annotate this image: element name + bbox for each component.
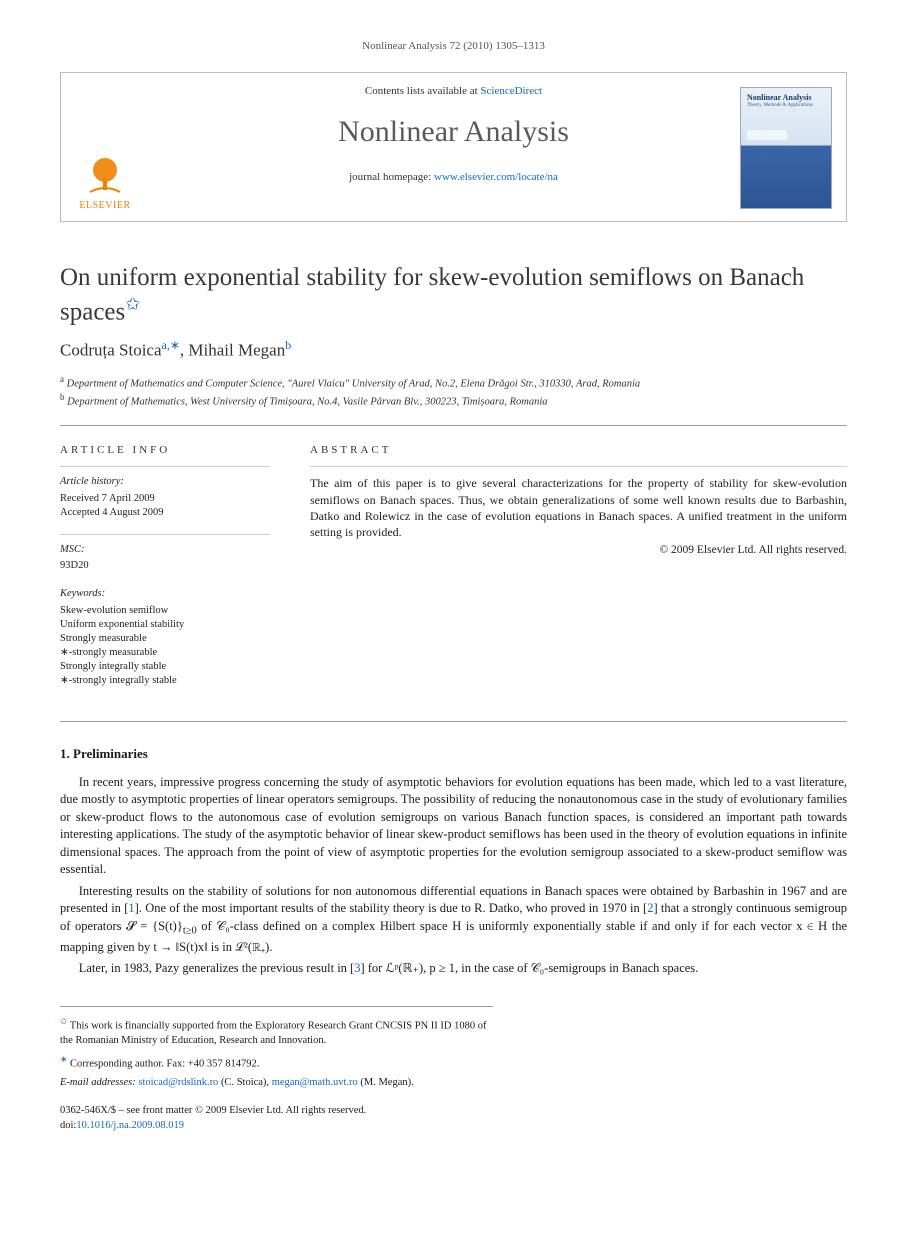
history-label: Article history: [60,475,270,489]
funding-mark: ✩ [60,1016,67,1026]
keywords-label: Keywords: [60,587,270,601]
affil-mark-b: b [60,392,65,402]
affil-text-b: Department of Mathematics, West Universi… [67,396,547,407]
info-abstract-row: ARTICLE INFO Article history: Received 7… [60,444,847,702]
keyword-2: Uniform exponential stability [60,618,270,632]
elsevier-tree-icon [82,152,128,198]
info-subrule [60,466,270,467]
para-3: Later, in 1983, Pazy generalizes the pre… [60,960,847,978]
rule-mid [60,721,847,722]
front-matter-bottom: 0362-546X/$ – see front matter © 2009 El… [60,1104,847,1133]
msc-block: MSC: 93D20 [60,543,270,573]
history-accepted: Accepted 4 August 2009 [60,506,270,520]
article-info-head: ARTICLE INFO [60,444,270,456]
funding-text: This work is financially supported from … [60,1020,487,1046]
abstract-column: ABSTRACT The aim of this paper is to giv… [310,444,847,702]
affil-mark-a: a [60,374,64,384]
affiliation-a: a Department of Mathematics and Computer… [60,374,847,390]
publisher-logo: ELSEVIER [75,152,135,211]
contents-line: Contents lists available at ScienceDirec… [61,73,846,97]
abstract-copyright: © 2009 Elsevier Ltd. All rights reserved… [310,544,847,556]
keyword-5: Strongly integrally stable [60,660,270,674]
affiliation-b: b Department of Mathematics, West Univer… [60,392,847,408]
keyword-4: ∗-strongly measurable [60,646,270,660]
footnotes: ✩ This work is financially supported fro… [60,1006,493,1091]
para-2: Interesting results on the stability of … [60,883,847,957]
journal-cover-thumbnail: Nonlinear Analysis Theory, Methods & App… [740,87,832,209]
abstract-text: The aim of this paper is to give several… [310,475,847,540]
section-1-head: 1. Preliminaries [60,746,847,762]
email-link-1[interactable]: stoicad@rdslink.ro [138,1077,218,1088]
doi-link[interactable]: 10.1016/j.na.2009.08.019 [76,1120,184,1131]
author-1-marks[interactable]: a,∗ [162,338,180,352]
author-2-name: Mihail Megan [188,340,285,359]
history-received: Received 7 April 2009 [60,492,270,506]
keyword-3: Strongly measurable [60,632,270,646]
cover-subtitle: Theory, Methods & Applications [741,103,831,108]
footnote-corresponding: ∗ Corresponding author. Fax: +40 357 814… [60,1053,493,1072]
issn-line: 0362-546X/$ – see front matter © 2009 El… [60,1104,847,1119]
doi-line: doi:10.1016/j.na.2009.08.019 [60,1119,847,1134]
p2-mid1: ]. One of the most important results of … [135,901,648,915]
title-footnote-mark[interactable]: ✩ [125,294,140,314]
msc-code: 93D20 [60,559,270,573]
keywords-block: Keywords: Skew-evolution semiflow Unifor… [60,587,270,688]
contents-pre: Contents lists available at [365,85,480,97]
running-head: Nonlinear Analysis 72 (2010) 1305–1313 [60,40,847,52]
p3-pre: Later, in 1983, Pazy generalizes the pre… [79,961,354,975]
footnote-emails: E-mail addresses: stoicad@rdslink.ro (C.… [60,1076,493,1091]
rule-top [60,425,847,426]
article-info-column: ARTICLE INFO Article history: Received 7… [60,444,270,702]
affil-text-a: Department of Mathematics and Computer S… [67,379,641,390]
author-2-marks[interactable]: b [285,338,291,352]
keyword-6: ∗-strongly integrally stable [60,674,270,688]
author-1-name: Codruța Stoica [60,340,162,359]
email-link-2[interactable]: megan@math.uvt.ro [272,1077,358,1088]
doi-label: doi: [60,1120,76,1131]
article-title: On uniform exponential stability for ske… [60,262,847,328]
abstract-subrule [310,466,847,467]
p2-sub: t≥0 [183,925,197,936]
msc-label: MSC: [60,543,270,557]
publisher-name: ELSEVIER [75,200,135,211]
author-list: Codruța Stoicaa,∗, Mihail Meganb [60,338,847,361]
journal-homepage-link[interactable]: www.elsevier.com/locate/na [434,171,558,183]
keyword-1: Skew-evolution semiflow [60,604,270,618]
title-text: On uniform exponential stability for ske… [60,264,804,326]
footnote-funding: ✩ This work is financially supported fro… [60,1015,493,1049]
corr-text: Corresponding author. Fax: +40 357 81479… [70,1058,259,1069]
journal-masthead: Contents lists available at ScienceDirec… [60,72,847,222]
article-history: Article history: Received 7 April 2009 A… [60,475,270,520]
cover-decor [747,130,787,140]
homepage-pre: journal homepage: [349,171,434,183]
cover-title: Nonlinear Analysis [741,88,831,103]
journal-name: Nonlinear Analysis [61,115,846,149]
email-label: E-mail addresses: [60,1077,136,1088]
corr-mark: ∗ [60,1054,67,1064]
p3-tail: ] for ℒᵖ(ℝ₊), p ≥ 1, in the case of 𝒞₀-s… [360,961,698,975]
email-who-2: (M. Megan). [358,1077,414,1088]
journal-homepage-line: journal homepage: www.elsevier.com/locat… [61,171,846,183]
info-subrule-2 [60,534,270,535]
email-who-1: (C. Stoica), [218,1077,271,1088]
abstract-head: ABSTRACT [310,444,847,456]
sciencedirect-link[interactable]: ScienceDirect [480,85,542,97]
para-1: In recent years, impressive progress con… [60,774,847,879]
